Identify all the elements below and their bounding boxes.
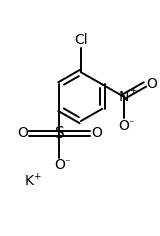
Text: ⁻: ⁻ (128, 119, 134, 129)
Text: O: O (146, 77, 157, 91)
Text: O: O (91, 126, 102, 140)
Text: O: O (17, 126, 28, 140)
Text: S: S (55, 126, 64, 141)
Text: Cl: Cl (74, 33, 88, 47)
Text: O: O (118, 119, 129, 133)
Text: K: K (24, 174, 33, 188)
Text: ⁻: ⁻ (64, 159, 70, 169)
Text: +: + (129, 86, 136, 95)
Text: O: O (54, 159, 65, 173)
Text: +: + (33, 172, 41, 181)
Text: N: N (118, 90, 129, 104)
